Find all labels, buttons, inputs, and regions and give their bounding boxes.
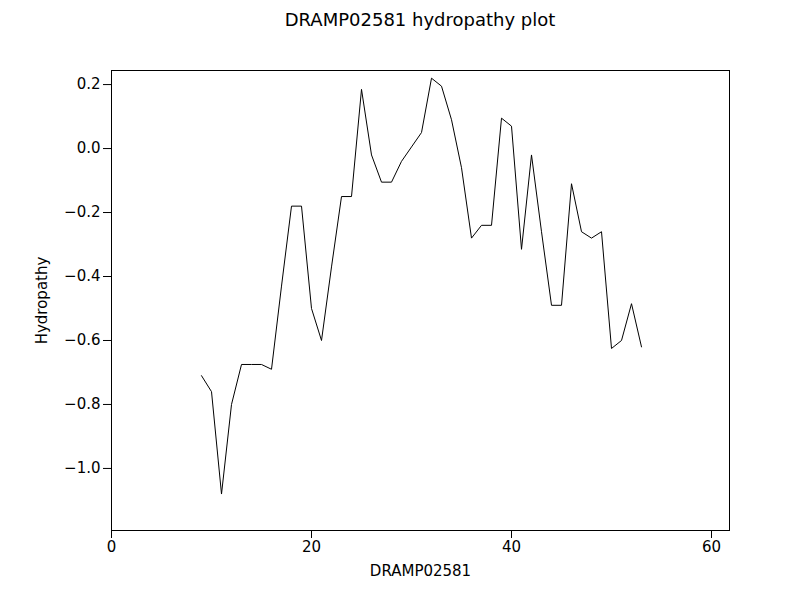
svg-text:−0.2: −0.2 xyxy=(64,203,100,221)
svg-text:40: 40 xyxy=(502,538,521,556)
svg-text:60: 60 xyxy=(702,538,721,556)
svg-text:Hydropathy: Hydropathy xyxy=(33,257,51,345)
svg-text:0.0: 0.0 xyxy=(77,139,101,157)
svg-text:−1.0: −1.0 xyxy=(64,459,100,477)
svg-text:−0.4: −0.4 xyxy=(64,267,100,285)
html-text:DRAMP02581 hydropathy plot: DRAMP02581 hydropathy plot xyxy=(284,9,556,30)
svg-text:−0.6: −0.6 xyxy=(64,331,100,349)
svg-text:20: 20 xyxy=(302,538,321,556)
svg-text:0.2: 0.2 xyxy=(77,75,101,93)
svg-text:DRAMP02581: DRAMP02581 xyxy=(370,562,471,580)
svg-text:0: 0 xyxy=(107,538,117,556)
svg-text:−0.8: −0.8 xyxy=(64,395,100,413)
